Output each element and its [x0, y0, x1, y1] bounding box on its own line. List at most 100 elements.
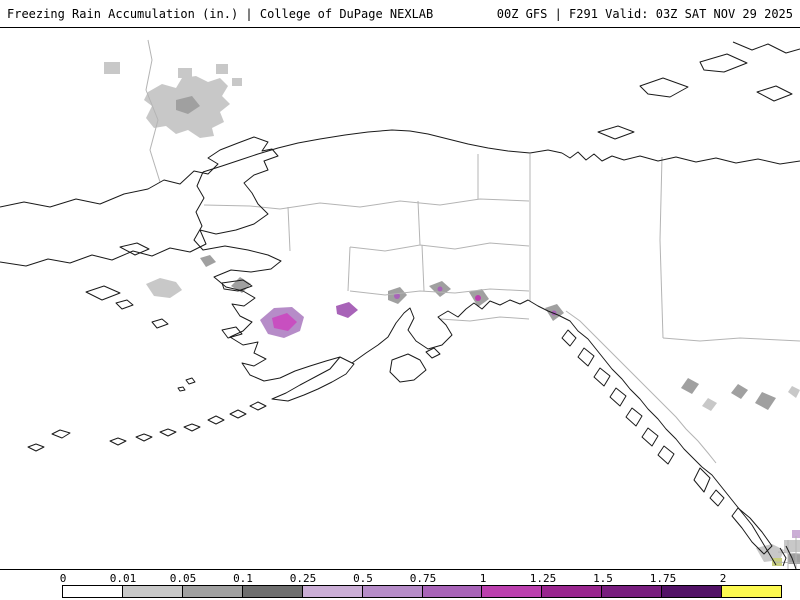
alaska-west-coast [193, 171, 341, 382]
aleutian-island [27, 443, 45, 452]
panhandle-island [657, 445, 675, 465]
panhandle-island [609, 387, 627, 407]
borough-border [417, 200, 421, 246]
borough-border [349, 288, 530, 296]
colorbar-segment [722, 586, 782, 597]
colorbar [62, 585, 782, 598]
precip-gray-patch [756, 544, 784, 562]
precip-gray-patch [146, 278, 182, 298]
siberia-island [85, 285, 121, 301]
aleutian-island [207, 415, 225, 425]
colorbar-segment [542, 586, 603, 597]
haida-gwaii-island [693, 467, 711, 493]
pribilof-island [177, 386, 186, 392]
alaska-north-coast [202, 129, 563, 173]
precip-purple-dot [437, 286, 443, 292]
colorbar-tick-label: 0.5 [353, 572, 373, 585]
precip-magenta-core [272, 313, 297, 331]
panhandle-island [561, 329, 577, 347]
panhandle-island [577, 347, 595, 367]
panhandle-island [641, 427, 659, 447]
kodiak-island [425, 347, 441, 359]
map-area [0, 28, 800, 570]
arctic-island [597, 125, 635, 140]
vancouver-island [731, 507, 773, 555]
colorbar-segment [122, 586, 183, 597]
colorbar-segment [182, 586, 243, 597]
product-title: Freezing Rain Accumulation (in.) | Colle… [7, 6, 434, 21]
bc-island [709, 489, 725, 507]
st-lawrence-island [221, 279, 253, 292]
precip-lavender-patch [792, 530, 800, 538]
precip-gray-patch [788, 554, 800, 564]
borough-border [421, 244, 425, 292]
colorbar-tick-label: 1.75 [649, 572, 677, 585]
county-border [773, 561, 800, 564]
st-matthew-island [151, 318, 169, 329]
canada-arctic-coast [561, 151, 800, 165]
borough-border [203, 198, 530, 210]
precip-purple-dot [475, 295, 481, 301]
nunivak-island [221, 326, 243, 339]
colorbar-segment [242, 586, 303, 597]
precip-purple-patch [336, 302, 358, 318]
washington-coast [785, 545, 797, 570]
colorbar-tick-label: 1 [479, 572, 487, 585]
arctic-island [732, 41, 800, 54]
titlebar: Freezing Rain Accumulation (in.) | Colle… [0, 0, 800, 28]
siberia-coastline [0, 136, 279, 267]
colorbar-tick-label: 1.5 [593, 572, 613, 585]
yukon-nwt-border [659, 156, 664, 339]
colorbar-segment [602, 586, 663, 597]
borough-border [347, 246, 351, 292]
borough-border [349, 242, 530, 252]
alaska-peninsula-coast [271, 356, 355, 402]
aleutian-island [249, 401, 267, 411]
siberia-island [115, 299, 134, 310]
colorbar-tick-label: 0 [59, 572, 67, 585]
aleutian-island [51, 429, 71, 439]
siberia-island [119, 242, 150, 256]
colorbar-segment [662, 586, 723, 597]
panhandle-island [625, 407, 643, 427]
washington-coast [779, 547, 787, 567]
precip-purple-dot [394, 293, 400, 299]
precip-gray-patch [104, 62, 120, 74]
colorbar-segment [482, 586, 543, 597]
colorbar-tick-label: 0.25 [289, 572, 317, 585]
bc-yukon-border [662, 337, 800, 342]
arctic-island [699, 53, 748, 73]
south-central-coast [351, 299, 559, 364]
model-run-info: 00Z GFS | F291 Valid: 03Z SAT NOV 29 202… [496, 6, 793, 21]
colorbar-tick-label: 0.1 [233, 572, 253, 585]
precip-gray-diamond [788, 386, 800, 398]
arctic-island [756, 85, 793, 102]
aleutian-island [159, 428, 177, 437]
colorbar-legend: 0 0.01 0.05 0.1 0.25 0.5 0.75 1 1.25 1.5 1.75 2 [0, 571, 800, 600]
colorbar-segment [362, 586, 423, 597]
colorbar-labels: 0 0.01 0.05 0.1 0.25 0.5 0.75 1 1.25 1.5 1.75 2 [0, 571, 800, 585]
arctic-island [639, 77, 689, 98]
panhandle-border [565, 310, 717, 464]
precip-gray-diamond [200, 255, 216, 267]
pribilof-island [185, 377, 196, 385]
aleutian-island [183, 423, 201, 432]
colorbar-tick-label: 1.25 [529, 572, 557, 585]
precip-gray-diamond [681, 378, 699, 394]
panhandle-coast [557, 314, 777, 566]
borough-border [439, 316, 530, 322]
precip-areas [104, 62, 800, 566]
panhandle-island [593, 367, 611, 387]
precip-gray-patch [178, 68, 192, 78]
aleutian-island [229, 409, 247, 419]
colorbar-segment [63, 586, 123, 597]
map-svg [0, 39, 800, 570]
aleutian-island [135, 433, 153, 442]
colorbar-tick-label: 0.01 [109, 572, 137, 585]
colorbar-tick-label: 2 [719, 572, 727, 585]
colorbar-segment [422, 586, 483, 597]
precip-gray-core [176, 96, 200, 114]
colorbar-segment [302, 586, 363, 597]
precip-gray-diamond [755, 392, 776, 410]
precip-gray-patch [216, 64, 228, 74]
